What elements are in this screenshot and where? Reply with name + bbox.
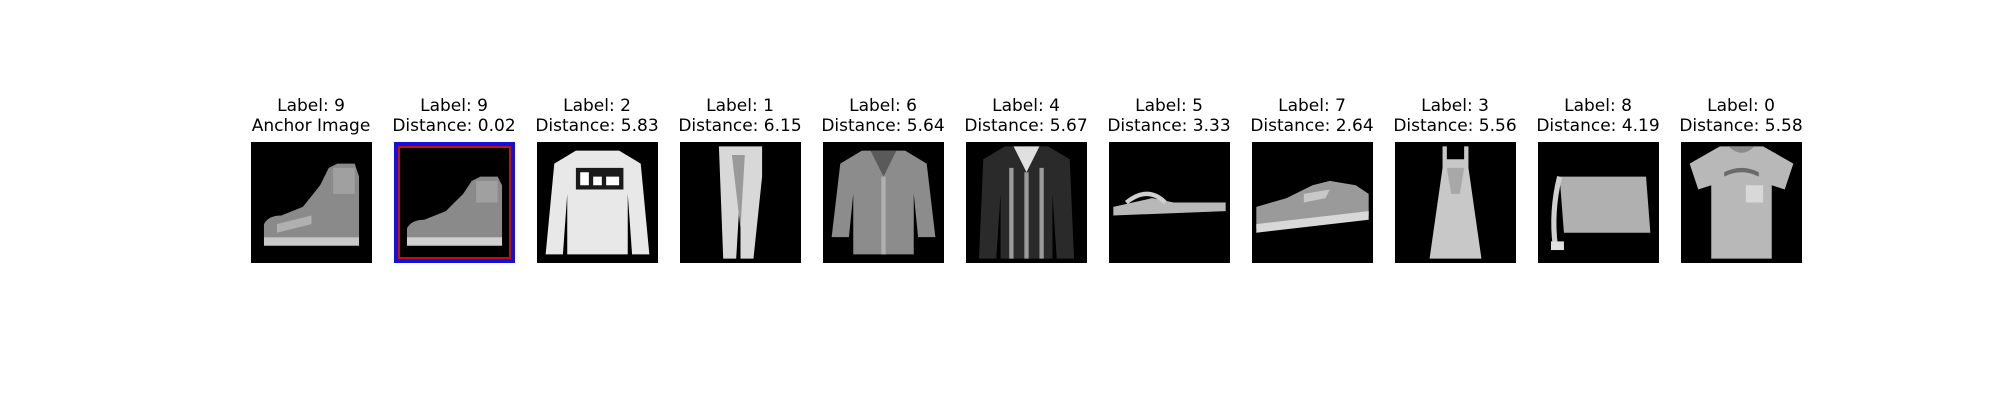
panel-label: Label: 5 [1089,96,1249,116]
pullover-image [537,142,658,263]
dress-image [1395,142,1516,263]
panel-subtitle: Anchor Image [231,116,391,136]
panel-subtitle: Distance: 3.33 [1089,116,1249,136]
ankle-boot-image [251,142,372,263]
panel-sandal: Label: 5 Distance: 3.33 [1089,96,1249,136]
shirt-image [823,142,944,263]
panel-subtitle: Distance: 6.15 [660,116,820,136]
panel-label: Label: 2 [517,96,677,116]
panel-subtitle: Distance: 5.67 [946,116,1106,136]
tshirt-image [1681,142,1802,263]
panel-label: Label: 8 [1518,96,1678,116]
panel-trouser: Label: 1 Distance: 6.15 [660,96,820,136]
panel-label: Label: 3 [1375,96,1535,116]
panel-subtitle: Distance: 4.19 [1518,116,1678,136]
bag-image [1538,142,1659,263]
panel-subtitle: Distance: 2.64 [1232,116,1392,136]
panel-label: Label: 9 [231,96,391,116]
panel-shirt: Label: 6 Distance: 5.64 [803,96,963,136]
panel-subtitle: Distance: 5.64 [803,116,963,136]
panel-label: Label: 1 [660,96,820,116]
panel-dress: Label: 3 Distance: 5.56 [1375,96,1535,136]
panel-label: Label: 4 [946,96,1106,116]
panel-sneaker: Label: 7 Distance: 2.64 [1232,96,1392,136]
panel-pullover: Label: 2 Distance: 5.83 [517,96,677,136]
panel-coat: Label: 4 Distance: 5.67 [946,96,1106,136]
panel-label: Label: 0 [1661,96,1821,116]
panel-label: Label: 6 [803,96,963,116]
coat-image [966,142,1087,263]
panel-tshirt: Label: 0 Distance: 5.58 [1661,96,1821,136]
panel-label: Label: 9 [374,96,534,116]
panel-subtitle: Distance: 0.02 [374,116,534,136]
panel-match: Label: 9 Distance: 0.02 [374,96,534,136]
trouser-image [680,142,801,263]
panel-subtitle: Distance: 5.58 [1661,116,1821,136]
panel-subtitle: Distance: 5.83 [517,116,677,136]
sneaker-image [1252,142,1373,263]
panel-label: Label: 7 [1232,96,1392,116]
panel-subtitle: Distance: 5.56 [1375,116,1535,136]
sandal-image [1109,142,1230,263]
ankle-boot-image [394,142,515,263]
panel-bag: Label: 8 Distance: 4.19 [1518,96,1678,136]
panel-anchor: Label: 9 Anchor Image [231,96,391,136]
